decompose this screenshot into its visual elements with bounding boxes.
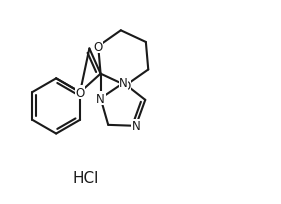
Text: O: O	[121, 79, 130, 92]
Text: HCl: HCl	[72, 171, 99, 186]
Text: N: N	[132, 120, 140, 133]
Text: N: N	[119, 77, 128, 90]
Text: O: O	[76, 86, 85, 99]
Text: O: O	[94, 40, 103, 53]
Text: N: N	[96, 92, 105, 105]
